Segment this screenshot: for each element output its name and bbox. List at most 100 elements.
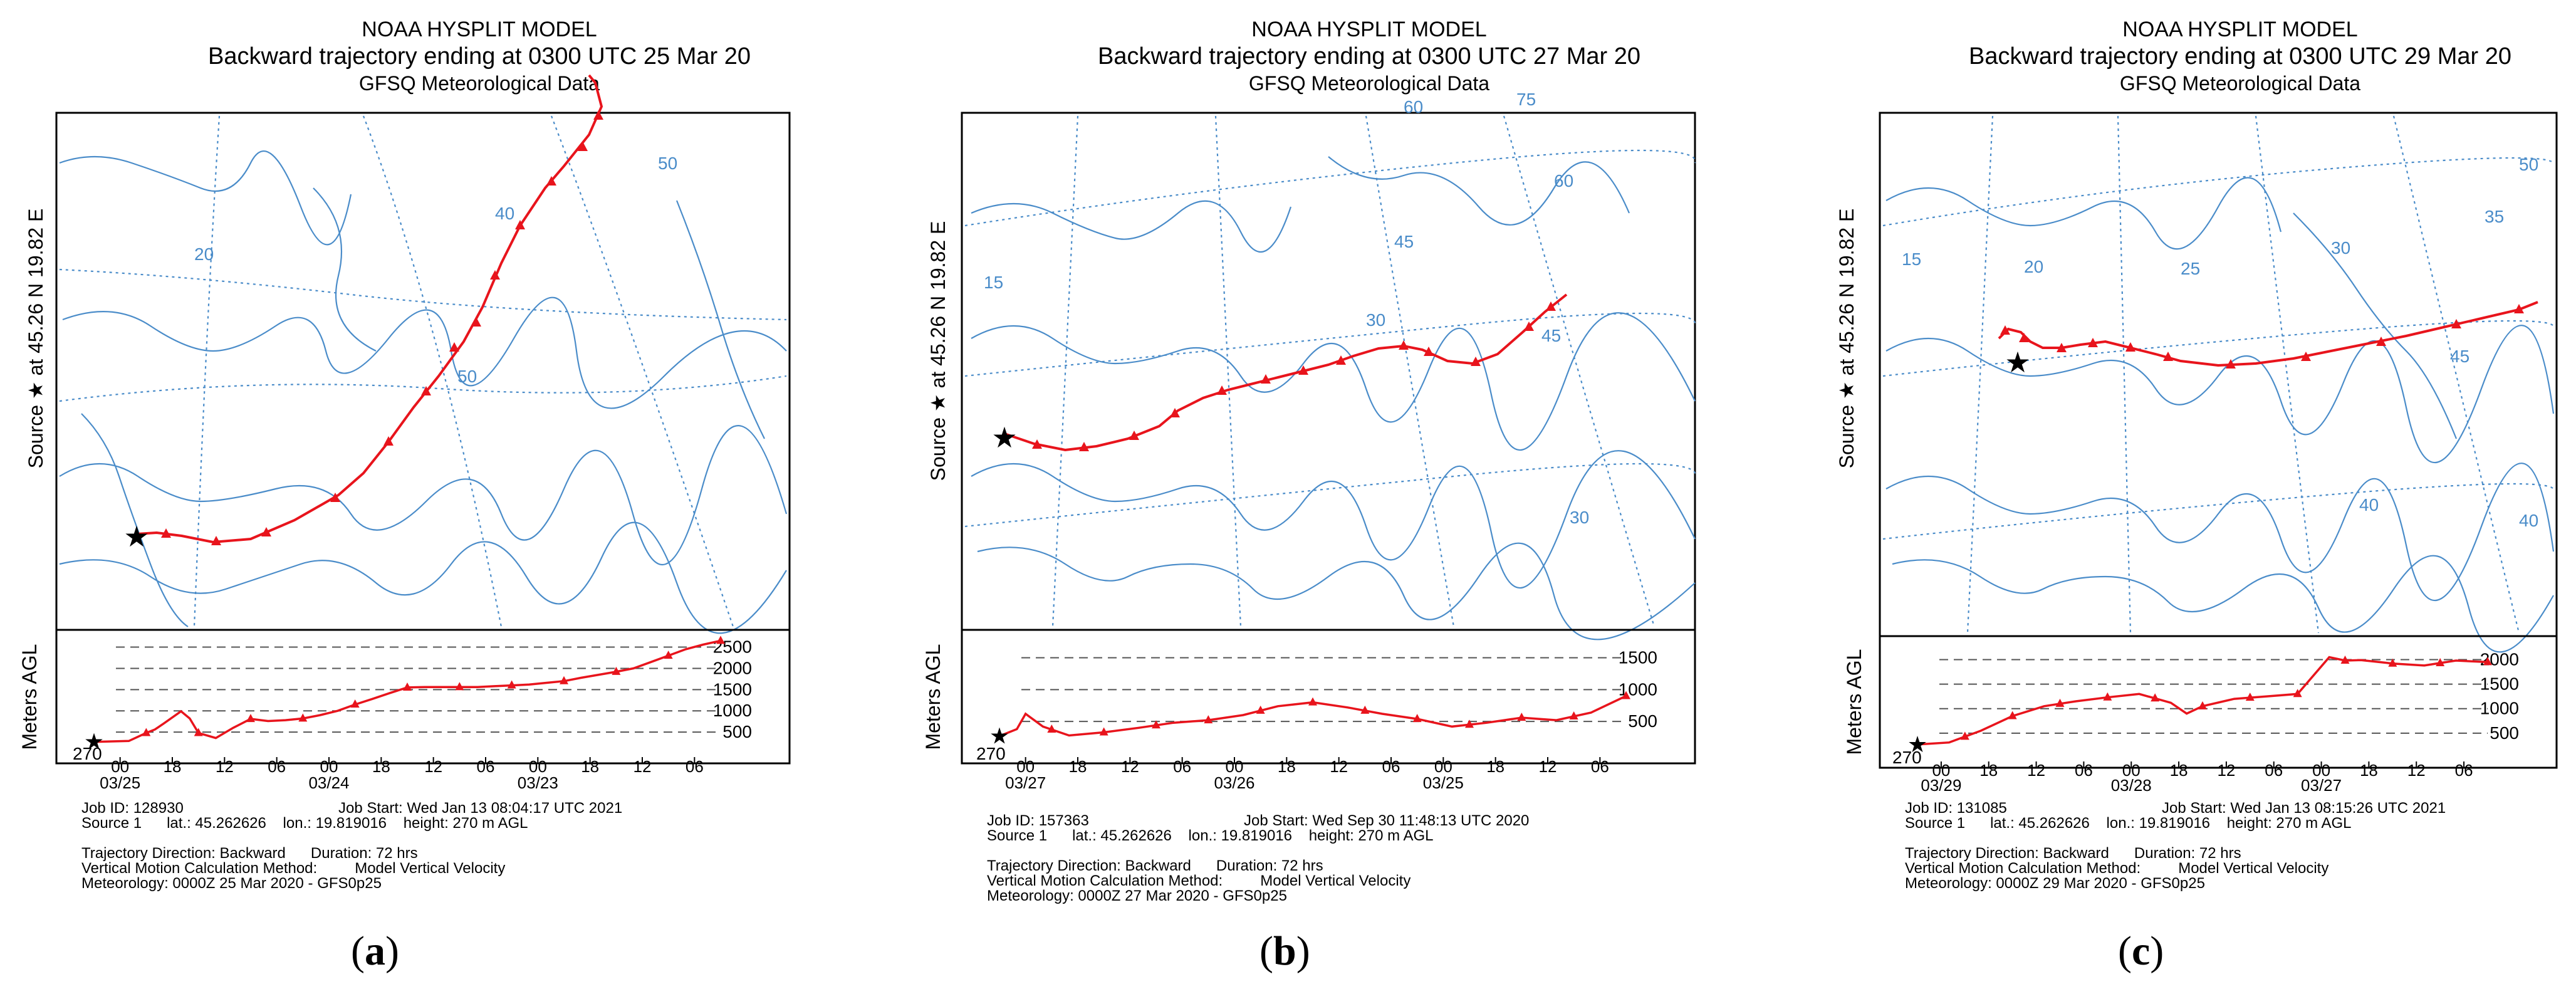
trajectory-marker — [211, 536, 221, 545]
trajectory-marker — [1298, 365, 1308, 375]
map-grid-label: 40 — [2359, 495, 2379, 515]
map-frame — [961, 112, 1696, 631]
x-tick-label: 12 — [1539, 757, 1557, 776]
trajectory-marker — [1336, 355, 1346, 365]
trajectory-marker — [421, 386, 431, 395]
x-tick-label: 06 — [1173, 757, 1191, 776]
job-info-footer: Job ID: 157363 Job Start: Wed Sep 30 11:4… — [987, 813, 1695, 904]
trajectory-marker — [2451, 319, 2461, 328]
map-line — [964, 312, 1696, 377]
map-lines — [1882, 115, 2555, 653]
trajectory-marker — [1261, 374, 1271, 384]
x-date-label: 03/26 — [1214, 773, 1254, 792]
map-line — [2117, 115, 2132, 634]
source-star-icon: ★ — [123, 520, 149, 553]
map-line — [1328, 156, 1630, 226]
height-marker — [2388, 658, 2397, 667]
job-start: Job Start: Wed Sep 30 11:48:13 UTC 2020 — [1244, 812, 1530, 829]
trajectory-marker — [546, 176, 556, 186]
panel-letter: b — [1273, 928, 1296, 974]
height-marker — [350, 699, 360, 708]
source-star-icon: ★ — [1907, 731, 1927, 757]
x-date-label: 03/29 — [1921, 776, 1961, 795]
trajectory-marker — [2514, 304, 2524, 313]
x-tick-label: 18 — [1979, 761, 1998, 780]
trajectory-marker — [1471, 357, 1481, 366]
x-tick-label: 00 — [320, 757, 338, 776]
x-date-label: 03/27 — [1005, 773, 1046, 792]
trajectory-markers — [2000, 304, 2524, 369]
map-line — [62, 296, 787, 409]
trajectory-marker — [1032, 439, 1042, 449]
job-info-footer: Job ID: 128930 Job Start: Wed Jan 13 08:0… — [81, 801, 790, 891]
map-line — [2293, 212, 2458, 439]
trajectory-marker — [330, 493, 340, 502]
x-tick-label: 00 — [111, 757, 129, 776]
height-marker — [2008, 711, 2017, 719]
x-tick-label: 12 — [1330, 757, 1348, 776]
source-info: Source 1 lat.: 45.262626 lon.: 19.819016… — [987, 827, 1434, 844]
height-marker — [1465, 719, 1474, 728]
x-tick-label: 12 — [2217, 761, 2235, 780]
trajectory-marker — [2125, 342, 2135, 352]
x-date-label: 03/25 — [100, 773, 140, 792]
job-start: Job Start: Wed Jan 13 08:15:26 UTC 2021 — [2162, 800, 2446, 817]
x-tick-label: 06 — [268, 757, 286, 776]
x-tick-label: 00 — [1226, 757, 1244, 776]
x-date-label: 03/27 — [2301, 776, 2342, 795]
panel-title-model: NOAA HYSPLIT MODEL — [362, 18, 597, 41]
map-line — [977, 542, 1696, 641]
panel-title-data: GFSQ Meteorological Data — [1249, 72, 1489, 95]
map-grid-label: 20 — [194, 244, 214, 264]
map-grid-label: 50 — [457, 367, 477, 386]
panel-letter: a — [364, 928, 385, 974]
height-marker — [455, 682, 464, 691]
trajectory-direction: Trajectory Direction: Backward Duration:… — [987, 857, 1323, 874]
trajectory-marker — [1399, 340, 1409, 350]
trajectory-markers — [1032, 301, 1556, 451]
trajectory-marker — [1079, 442, 1089, 451]
map-line — [964, 463, 1696, 528]
map-line — [1882, 157, 2554, 227]
map-frame — [55, 112, 791, 631]
height-marker — [1308, 697, 1317, 706]
panel-c-svg: NOAA HYSPLIT MODEL Backward trajectory e… — [1835, 18, 2558, 795]
height-marker — [1152, 720, 1160, 729]
height-marker — [716, 635, 725, 644]
meteorology-info: Meteorology: 0000Z 25 Mar 2020 - GFS0p25 — [81, 875, 382, 892]
height-marker — [560, 676, 568, 684]
x-tick-label: 06 — [1382, 757, 1400, 776]
vertical-motion-method: Vertical Motion Calculation Method: Mode… — [1905, 860, 2329, 877]
job-id: Job ID: 128930 — [81, 800, 184, 817]
job-line: Job ID: 128930 Job Start: Wed Jan 13 08:0… — [81, 801, 790, 816]
height-marker — [1204, 715, 1213, 724]
map-grid-label: 40 — [495, 204, 514, 223]
map-area: 60 75 60 45 45 30 15 30 ★ — [961, 90, 1696, 641]
map-grid-label: 75 — [1516, 90, 1536, 109]
x-tick-label: 18 — [164, 757, 182, 776]
x-tick-label: 18 — [2360, 761, 2378, 780]
job-info-footer: Job ID: 131085 Job Start: Wed Jan 13 08:1… — [1905, 801, 2557, 891]
map-grid-label: 30 — [1570, 508, 1589, 527]
x-tick-label: 00 — [1932, 761, 1950, 780]
height-tick-label: 1000 — [713, 701, 752, 720]
map-line — [313, 187, 377, 352]
height-marker — [1960, 731, 1969, 740]
x-tick-label: 12 — [2027, 761, 2045, 780]
height-marker — [246, 714, 255, 723]
panel-label: (b) — [1259, 928, 1310, 974]
job-id: Job ID: 157363 — [987, 812, 1089, 829]
panel-a-svg: NOAA HYSPLIT MODEL Backward trajectory e… — [18, 18, 791, 792]
source-height-label: 270 — [1892, 748, 1922, 767]
height-marker — [664, 651, 673, 659]
x-tick-label: 12 — [1121, 757, 1139, 776]
map-grid-label: 35 — [2485, 207, 2504, 226]
x-tick-label: 18 — [1278, 757, 1296, 776]
trajectory-marker — [2000, 325, 2010, 335]
map-grid-label: 40 — [2519, 511, 2538, 530]
height-marker — [1360, 705, 1370, 714]
height-tick-label: 500 — [2490, 723, 2519, 743]
height-plot-frame — [55, 629, 791, 765]
map-grid-label: 15 — [984, 273, 1003, 292]
